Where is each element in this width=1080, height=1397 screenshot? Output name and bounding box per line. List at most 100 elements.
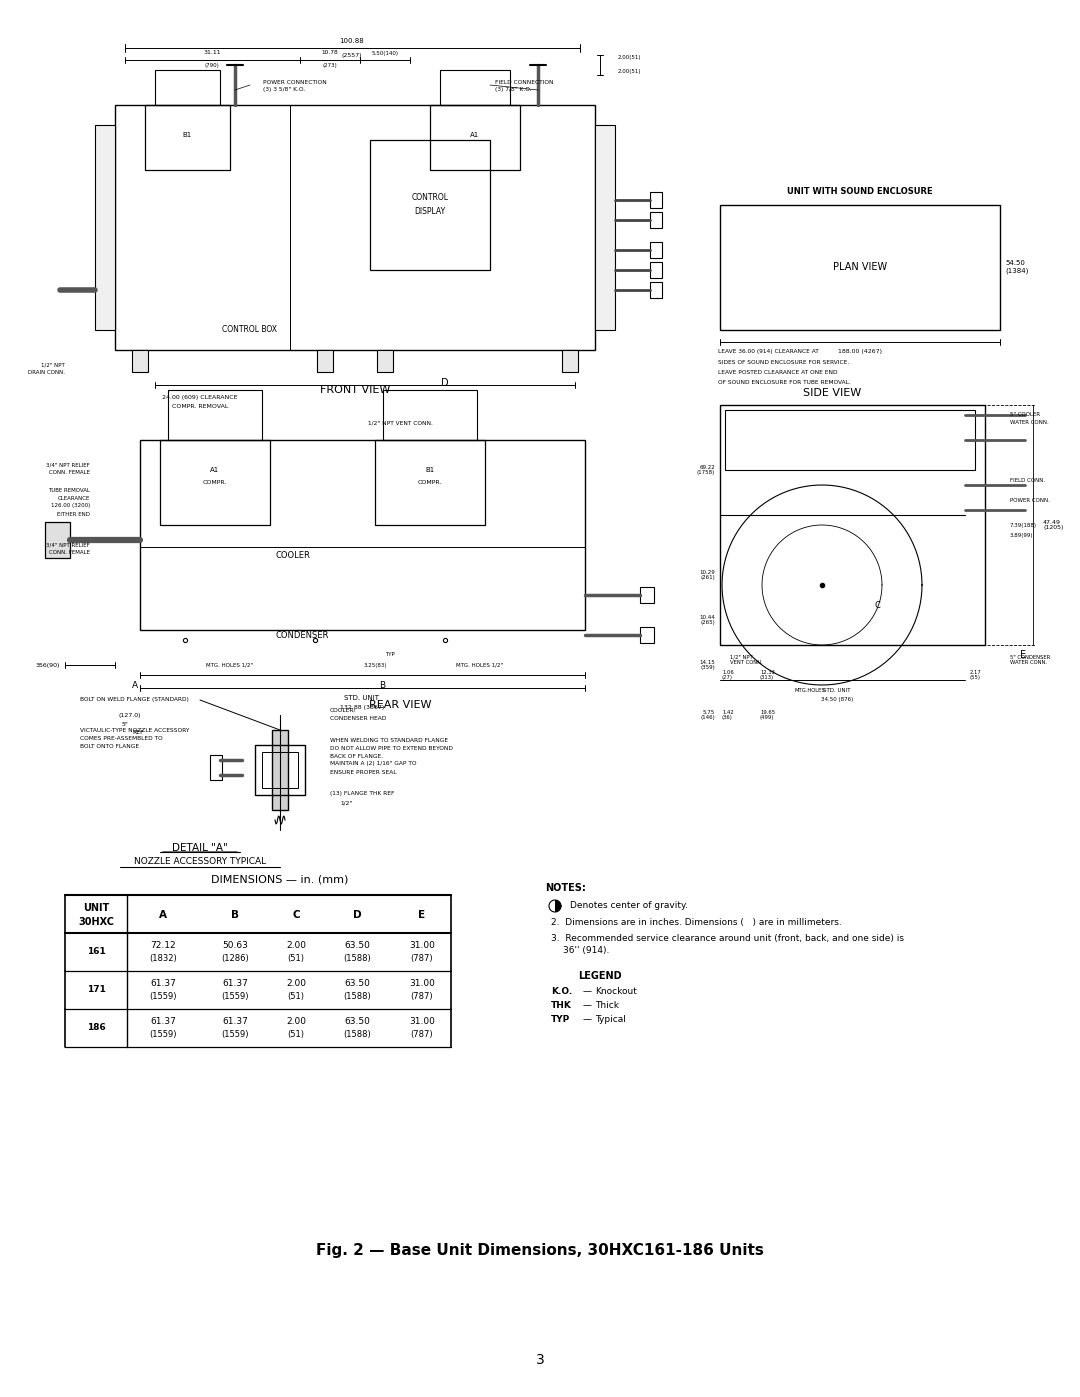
- Bar: [650, 212, 662, 228]
- Text: VICTAULIC-TYPE NOZZLE ACCESSORY: VICTAULIC-TYPE NOZZLE ACCESSORY: [80, 728, 189, 732]
- Text: (1588): (1588): [343, 1031, 370, 1039]
- Text: 1/2" NPT
VENT CONN.: 1/2" NPT VENT CONN.: [730, 655, 762, 665]
- Text: 171: 171: [86, 985, 106, 995]
- Text: Denotes center of gravity.: Denotes center of gravity.: [570, 901, 688, 911]
- Bar: [95, 124, 114, 330]
- Text: DISPLAY: DISPLAY: [415, 207, 446, 215]
- Text: B1: B1: [183, 131, 191, 138]
- Text: 186: 186: [86, 1024, 106, 1032]
- Text: 3/4" NPT RELIEF: 3/4" NPT RELIEF: [46, 462, 90, 468]
- Text: 50.63: 50.63: [222, 942, 248, 950]
- Bar: [318, 351, 333, 372]
- Text: CONN. FEMALE: CONN. FEMALE: [49, 550, 90, 556]
- Text: 61.37: 61.37: [222, 979, 248, 988]
- Text: C: C: [874, 601, 880, 609]
- Text: BACK OF FLANGE.: BACK OF FLANGE.: [330, 753, 383, 759]
- Bar: [45, 522, 70, 557]
- Text: 1.42
(36): 1.42 (36): [723, 710, 733, 721]
- Text: 31.00: 31.00: [409, 979, 435, 988]
- Text: BOLT ON WELD FLANGE (STANDARD): BOLT ON WELD FLANGE (STANDARD): [80, 697, 189, 703]
- Text: 3/4" NPT RELIEF: 3/4" NPT RELIEF: [46, 542, 90, 548]
- Text: DETAIL "A": DETAIL "A": [172, 842, 228, 854]
- Text: 36'' (914).: 36'' (914).: [563, 947, 609, 956]
- Bar: [210, 754, 222, 780]
- Bar: [650, 263, 662, 278]
- Text: SIDE VIEW: SIDE VIEW: [802, 388, 861, 398]
- Text: 7.39(188): 7.39(188): [1010, 522, 1037, 528]
- Text: 63.50: 63.50: [345, 1017, 370, 1025]
- Text: D: D: [353, 909, 362, 919]
- Text: —: —: [583, 988, 592, 996]
- Text: FIELD CONNECTION: FIELD CONNECTION: [495, 80, 554, 84]
- Text: 356(90): 356(90): [36, 662, 60, 668]
- Text: (3) 7/8" K.O.: (3) 7/8" K.O.: [495, 88, 531, 92]
- Text: Fig. 2 — Base Unit Dimensions, 30HXC161-186 Units: Fig. 2 — Base Unit Dimensions, 30HXC161-…: [316, 1242, 764, 1257]
- Text: EITHER END: EITHER END: [57, 511, 90, 517]
- Bar: [650, 242, 662, 258]
- Bar: [272, 731, 288, 810]
- Text: (1588): (1588): [343, 954, 370, 964]
- Bar: [145, 105, 230, 170]
- Bar: [160, 440, 270, 525]
- Text: POWER CONN.: POWER CONN.: [1010, 497, 1050, 503]
- Text: 24.00 (609) CLEARANCE: 24.00 (609) CLEARANCE: [162, 394, 238, 400]
- Text: FRONT VIEW: FRONT VIEW: [320, 386, 390, 395]
- Text: 10.29
(261): 10.29 (261): [699, 570, 715, 580]
- Bar: [262, 752, 298, 788]
- Bar: [377, 351, 393, 372]
- Text: Typical: Typical: [595, 1016, 626, 1024]
- Polygon shape: [549, 900, 555, 912]
- Text: 2.  Dimensions are in inches. Dimensions (   ) are in millimeters.: 2. Dimensions are in inches. Dimensions …: [551, 918, 841, 926]
- Bar: [140, 440, 585, 630]
- Text: A: A: [132, 680, 138, 690]
- Text: 12.33
(313): 12.33 (313): [760, 669, 774, 680]
- Text: 126.00 (3200): 126.00 (3200): [51, 503, 90, 509]
- Text: CONTROL: CONTROL: [411, 193, 448, 201]
- Text: 5.75
(146): 5.75 (146): [700, 710, 715, 721]
- Text: D: D: [442, 379, 449, 388]
- Text: E: E: [1020, 650, 1026, 659]
- Text: 14.15
(359): 14.15 (359): [699, 659, 715, 671]
- Text: 2.00: 2.00: [286, 979, 306, 988]
- Text: 2.00(51): 2.00(51): [618, 70, 642, 74]
- Bar: [720, 405, 985, 645]
- Text: CONDENSER HEAD: CONDENSER HEAD: [330, 715, 387, 721]
- Text: 61.37: 61.37: [222, 1017, 248, 1025]
- Text: (51): (51): [287, 992, 305, 1002]
- Text: —: —: [583, 1002, 592, 1010]
- Bar: [255, 745, 305, 795]
- Text: OF SOUND ENCLOSURE FOR TUBE REMOVAL.: OF SOUND ENCLOSURE FOR TUBE REMOVAL.: [718, 380, 851, 384]
- Bar: [156, 70, 220, 105]
- Text: K.O.: K.O.: [551, 988, 572, 996]
- Bar: [370, 140, 490, 270]
- Text: SIDES OF SOUND ENCLOSURE FOR SERVICE.: SIDES OF SOUND ENCLOSURE FOR SERVICE.: [718, 359, 849, 365]
- Text: CONN. FEMALE: CONN. FEMALE: [49, 471, 90, 475]
- Text: 5" COOLER: 5" COOLER: [1010, 412, 1040, 418]
- Text: FIELD CONN.: FIELD CONN.: [1010, 478, 1045, 482]
- Text: 63.50: 63.50: [345, 979, 370, 988]
- Text: THK: THK: [551, 1002, 572, 1010]
- Text: (1559): (1559): [221, 992, 248, 1002]
- Text: A: A: [159, 909, 167, 919]
- Polygon shape: [555, 900, 561, 912]
- Text: (127.0): (127.0): [119, 712, 141, 718]
- Text: (790): (790): [204, 63, 219, 68]
- Text: POWER CONNECTION: POWER CONNECTION: [264, 80, 327, 84]
- Text: 3: 3: [536, 1354, 544, 1368]
- Text: COOLER/: COOLER/: [330, 707, 356, 712]
- Text: MTG. HOLES 1/2": MTG. HOLES 1/2": [457, 662, 503, 668]
- Bar: [725, 409, 975, 469]
- Text: 1.06
(27): 1.06 (27): [723, 669, 733, 680]
- Text: REF: REF: [132, 729, 144, 735]
- Text: 31.11: 31.11: [203, 50, 220, 56]
- Text: CONTROL BOX: CONTROL BOX: [222, 326, 278, 334]
- Text: MTG.HOLES: MTG.HOLES: [795, 687, 825, 693]
- Text: COMPR.: COMPR.: [203, 479, 227, 485]
- Bar: [650, 191, 662, 208]
- Text: 1/2" NPT: 1/2" NPT: [41, 362, 65, 367]
- Text: B: B: [231, 909, 239, 919]
- Text: NOTES:: NOTES:: [545, 883, 585, 893]
- Bar: [132, 351, 148, 372]
- Text: 19.65
(499): 19.65 (499): [760, 710, 775, 721]
- Text: (51): (51): [287, 954, 305, 964]
